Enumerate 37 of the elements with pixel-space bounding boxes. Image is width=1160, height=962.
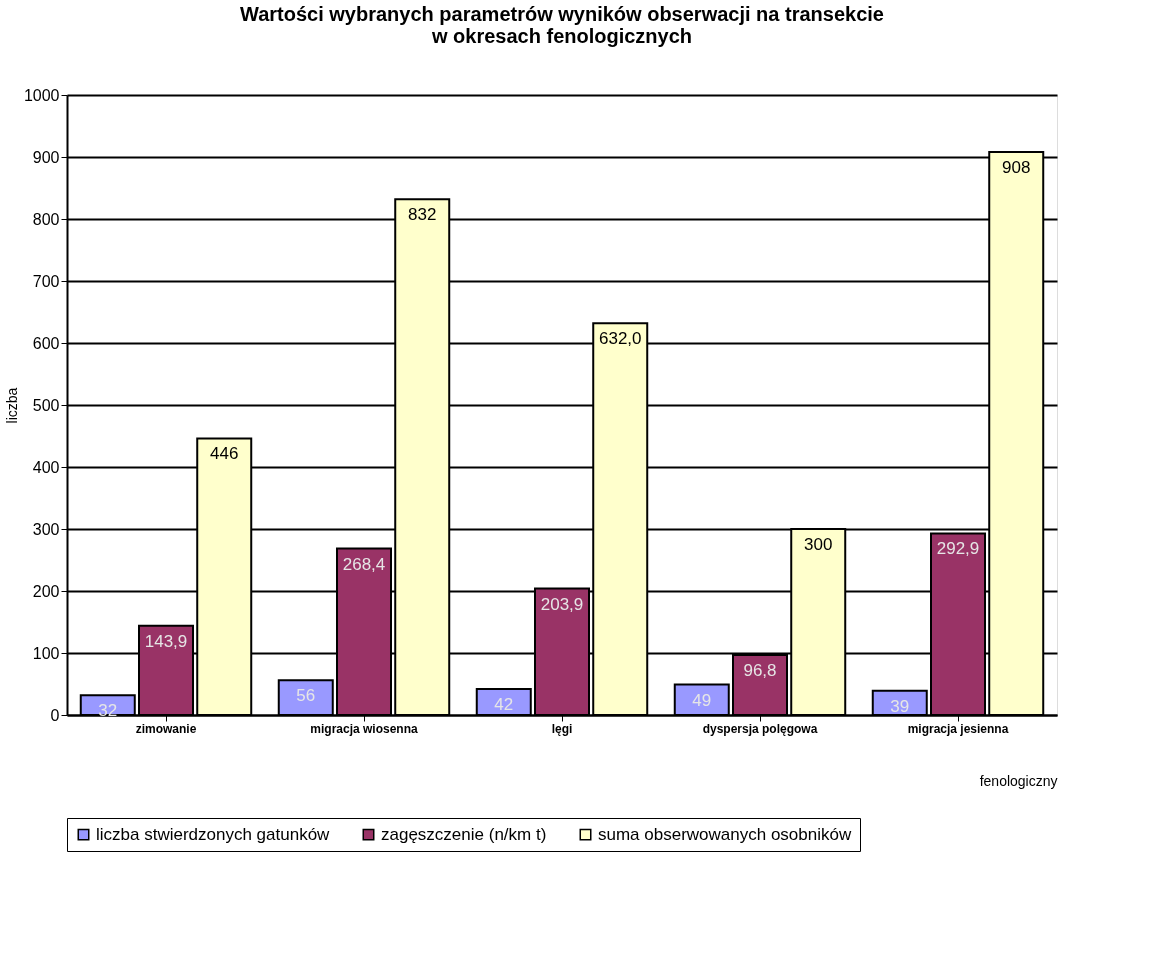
x-tick-label: migracja jesienna — [907, 721, 1009, 736]
data-label: 908 — [1002, 158, 1031, 178]
y-tick-label: 0 — [50, 706, 60, 724]
data-label: 292,9 — [936, 539, 980, 559]
data-label: 203,9 — [540, 594, 584, 614]
x-tick-label: lęgi — [551, 721, 573, 736]
legend-label: liczba stwierdzonych gatunków — [96, 824, 331, 844]
y-tick-label: 1000 — [23, 86, 60, 104]
y-tick-label: 100 — [32, 644, 60, 662]
x-tick-label: zimowanie — [135, 721, 197, 736]
data-label: 268,4 — [342, 554, 386, 574]
text: w okresach fenologicznych — [431, 25, 693, 47]
x-axis-title: fenologiczny — [979, 772, 1058, 789]
y-tick-label: 700 — [32, 272, 60, 290]
y-tick-label: 800 — [32, 210, 60, 228]
data-label: 143,9 — [144, 631, 188, 651]
y-tick-label: 500 — [32, 396, 60, 414]
data-label: 632,0 — [598, 329, 642, 349]
data-label: 300 — [804, 535, 833, 554]
y-tick-label: 200 — [32, 582, 60, 600]
x-tick-label: migracja wiosenna — [310, 721, 419, 736]
data-label: 49 — [692, 690, 712, 710]
y-tick-label: 600 — [32, 334, 60, 352]
data-label: 39 — [890, 696, 910, 716]
data-label: 96,8 — [743, 660, 777, 680]
legend-label: zagęszczenie (n/km t) — [381, 824, 547, 844]
x-tick-label: dyspersja polęgowa — [702, 721, 818, 736]
data-label: 56 — [296, 686, 316, 706]
data-label: 832 — [408, 205, 437, 225]
y-tick-label: 400 — [32, 458, 60, 476]
data-label: 446 — [210, 444, 239, 464]
y-axis-title: liczba — [3, 387, 20, 424]
text: Wartości wybranych parametrów wyników obserwacji na transekcie — [240, 3, 884, 25]
data-label: 42 — [494, 694, 514, 714]
y-tick-label: 300 — [32, 520, 60, 538]
y-tick-label: 900 — [32, 148, 60, 166]
legend-label: suma obserwowanych osobników — [598, 824, 852, 844]
